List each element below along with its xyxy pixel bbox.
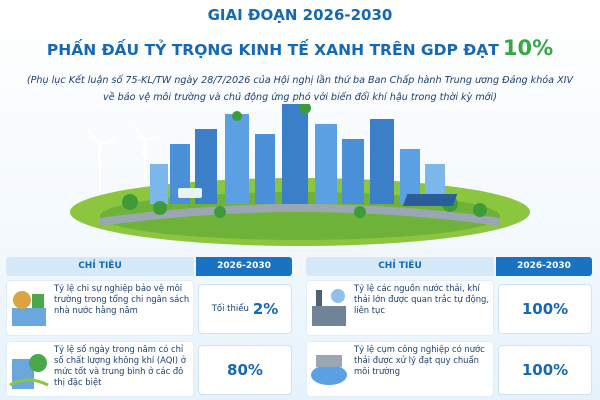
wind-turbines xyxy=(87,125,161,194)
subtitle-line: về bảo vệ môi trường và chủ động ứng phó… xyxy=(103,92,497,103)
icon-water-treatment xyxy=(311,355,347,385)
row-label: Tỷ lệ chi sự nghiệp bảo vệ môi trường tr… xyxy=(54,283,190,315)
icon-factory xyxy=(312,289,346,326)
headline-highlight: 10% xyxy=(502,36,554,60)
row-value: 80% xyxy=(198,345,292,395)
column-header: 2026-2030 xyxy=(496,257,592,276)
row-value: 100% xyxy=(498,284,592,334)
row-value: 100% xyxy=(498,345,592,395)
column-header: 2026-2030 xyxy=(196,257,292,276)
icon-air xyxy=(9,354,49,389)
subtitle: (Phụ lục Kết luận số 75-KL/TW ngày 28/7/… xyxy=(20,72,580,106)
value: 100% xyxy=(521,300,569,318)
value: 80% xyxy=(227,361,263,379)
row-label: Tỷ lệ các nguồn nước thải, khí thải lớn … xyxy=(354,283,489,315)
bus xyxy=(178,188,202,198)
table-row: Tỷ lệ cụm công nghiệp có nước thải được … xyxy=(306,341,594,397)
table-row: Tỷ lệ các nguồn nước thải, khí thải lớn … xyxy=(306,280,594,336)
row-label: Tỷ lệ cụm công nghiệp có nước thải được … xyxy=(354,344,485,376)
buildings xyxy=(150,104,445,204)
city-illustration xyxy=(70,104,530,246)
headline-text: PHẤN ĐẤU TỶ TRỌNG KINH TẾ XANH TRÊN GDP … xyxy=(46,41,499,59)
value: 100% xyxy=(521,361,569,379)
title: GIAI ĐOẠN 2026-2030 xyxy=(207,6,393,24)
table-row: Tỷ lệ chi sự nghiệp bảo vệ môi trường tr… xyxy=(6,280,294,336)
value: 2% xyxy=(252,300,279,318)
row-label: Tỷ lệ số ngày trong năm có chỉ số chất l… xyxy=(54,344,186,387)
column-header: CHỈ TIÊU xyxy=(306,257,494,276)
table: CHỈ TIÊU 2026-2030 Tỷ lệ các nguồn nước … xyxy=(306,257,594,400)
headline: PHẤN ĐẤU TỶ TRỌNG KINH TẾ XANH TRÊN GDP … xyxy=(0,36,600,60)
subtitle-line: (Phụ lục Kết luận số 75-KL/TW ngày 28/7/… xyxy=(26,75,574,86)
column-header: CHỈ TIÊU xyxy=(6,257,194,276)
table: CHỈ TIÊU 2026-2030 Tỷ lệ chi sự nghiệp b… xyxy=(6,257,294,400)
road xyxy=(99,204,501,226)
table-row: Tỷ lệ số ngày trong năm có chỉ số chất l… xyxy=(6,341,294,397)
value-qualifier: Tối thiểu xyxy=(211,304,249,314)
solar-panel xyxy=(402,194,458,206)
icon-budget xyxy=(12,291,46,326)
row-value: Tối thiểu 2% xyxy=(198,284,292,334)
